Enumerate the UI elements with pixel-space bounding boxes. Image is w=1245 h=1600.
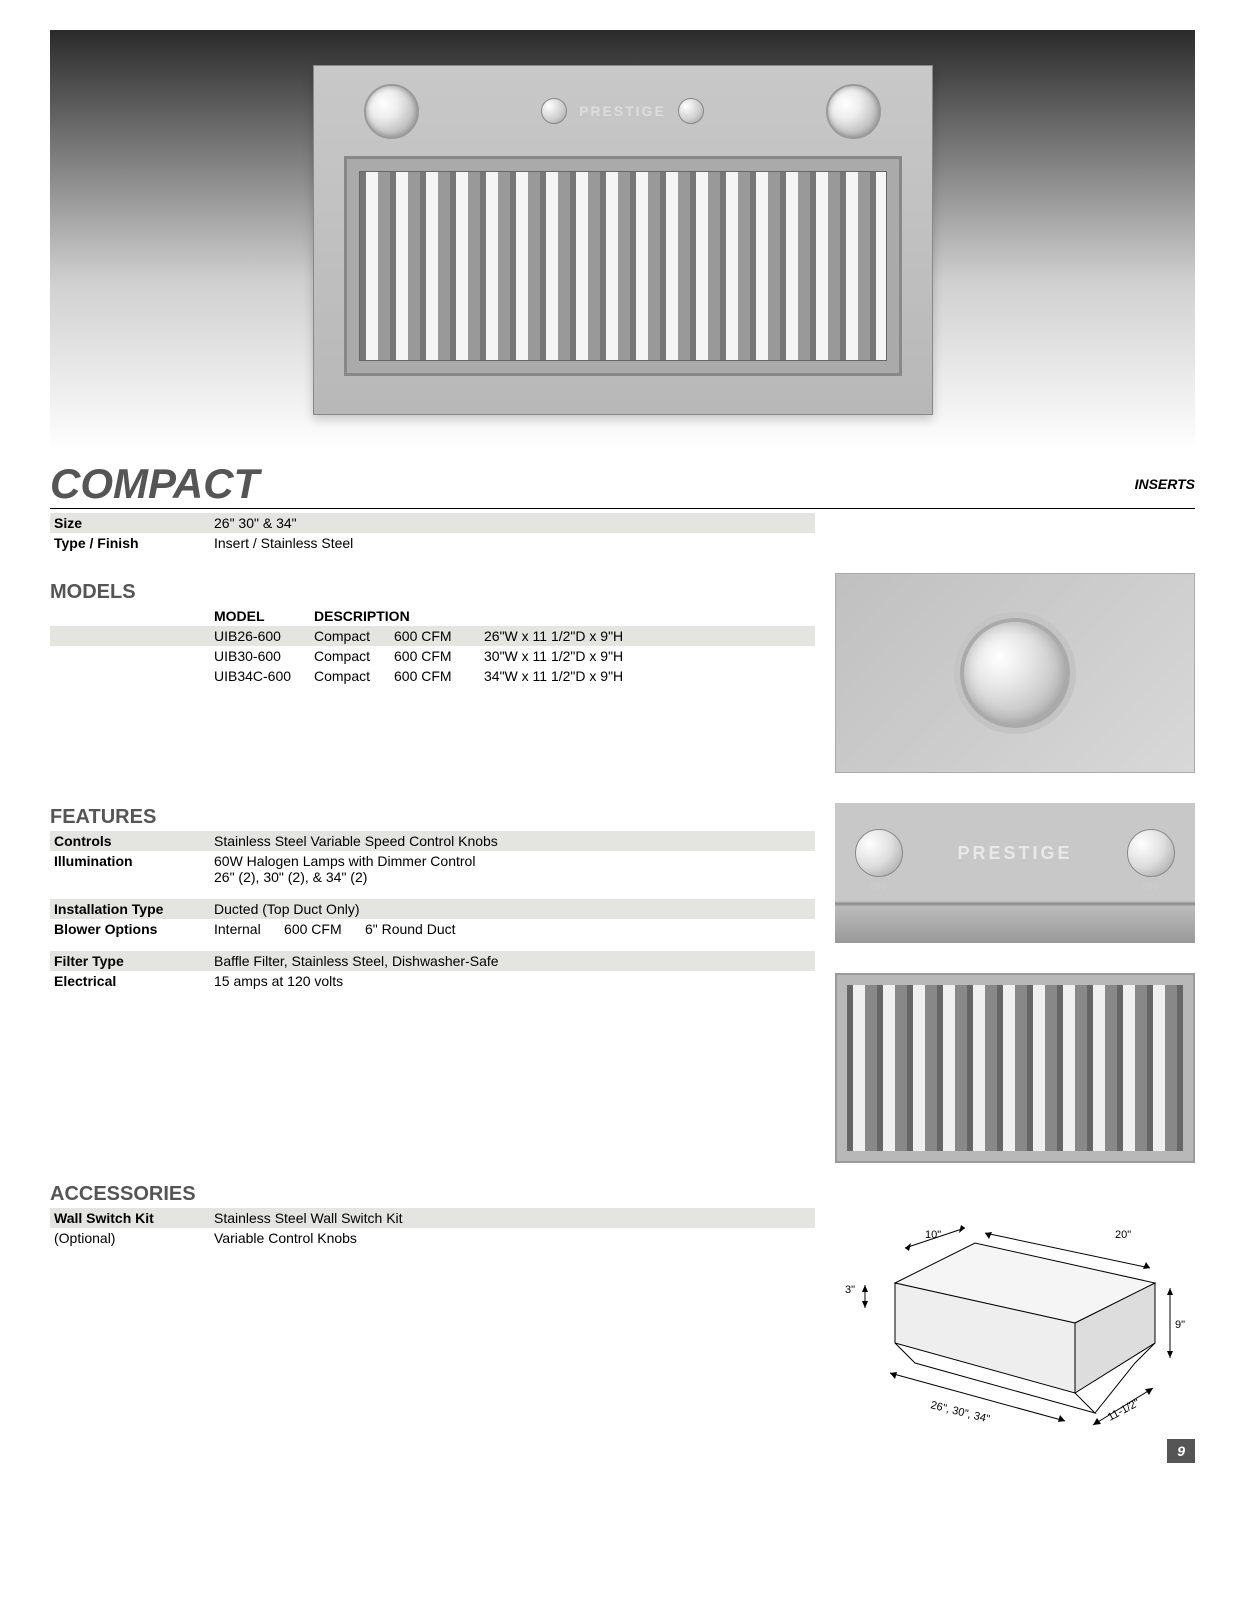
model-row: UIB26-600Compact600 CFM26"W x 11 1/2"D x… bbox=[50, 626, 815, 646]
lamp-icon bbox=[364, 84, 419, 139]
product-hero-image: PRESTIGE bbox=[313, 65, 933, 415]
knob-icon bbox=[541, 98, 567, 124]
feature-value: 60W Halogen Lamps with Dimmer Control26"… bbox=[214, 853, 811, 885]
features-heading: FEATURES bbox=[50, 806, 815, 829]
feature-row: Filter TypeBaffle Filter, Stainless Stee… bbox=[50, 951, 815, 971]
knob-icon bbox=[678, 98, 704, 124]
feature-value: Baffle Filter, Stainless Steel, Dishwash… bbox=[214, 953, 811, 969]
feature-row: Electrical15 amps at 120 volts bbox=[50, 971, 815, 991]
svg-text:9": 9" bbox=[1175, 1319, 1185, 1331]
feature-value: Ducted (Top Duct Only) bbox=[214, 901, 811, 917]
model-cfm: 600 CFM bbox=[394, 668, 484, 684]
page-number: 9 bbox=[1167, 1439, 1195, 1463]
finish-label: Type / Finish bbox=[54, 535, 214, 551]
feature-label: Illumination bbox=[54, 853, 214, 885]
model-dims: 26"W x 11 1/2"D x 9"H bbox=[484, 628, 811, 644]
acc-value-2: Variable Control Knobs bbox=[214, 1230, 811, 1246]
acc-optional: (Optional) bbox=[54, 1230, 214, 1246]
feature-label: Installation Type bbox=[54, 901, 214, 917]
svg-text:26", 30", 34": 26", 30", 34" bbox=[929, 1399, 991, 1425]
model-type: Compact bbox=[314, 668, 394, 684]
size-label: Size bbox=[54, 515, 214, 531]
knob-icon bbox=[855, 829, 903, 877]
category-label: INSERTS bbox=[1135, 476, 1195, 492]
model-dims: 34"W x 11 1/2"D x 9"H bbox=[484, 668, 811, 684]
knob-icon bbox=[1127, 829, 1175, 877]
svg-text:3": 3" bbox=[845, 1284, 855, 1296]
acc-value-1: Stainless Steel Wall Switch Kit bbox=[214, 1210, 811, 1226]
model-code: UIB26-600 bbox=[214, 628, 314, 644]
detail-image-controls: PRESTIGE bbox=[835, 803, 1195, 943]
col-model: MODEL bbox=[214, 608, 314, 624]
model-type: Compact bbox=[314, 648, 394, 664]
model-row: UIB30-600Compact600 CFM30"W x 11 1/2"D x… bbox=[50, 646, 815, 666]
brand-label: PRESTIGE bbox=[957, 843, 1072, 864]
svg-text:10": 10" bbox=[925, 1229, 941, 1241]
baffle-filter-illustration bbox=[359, 171, 887, 361]
feature-value: Stainless Steel Variable Speed Control K… bbox=[214, 833, 811, 849]
model-cfm: 600 CFM bbox=[394, 628, 484, 644]
feature-row: Illumination60W Halogen Lamps with Dimme… bbox=[50, 851, 815, 887]
lamp-icon bbox=[826, 84, 881, 139]
svg-text:20": 20" bbox=[1115, 1229, 1131, 1241]
dimension-diagram: 10" 20" 3" 9" bbox=[835, 1193, 1195, 1453]
feature-label: Controls bbox=[54, 833, 214, 849]
model-row: UIB34C-600Compact600 CFM34"W x 11 1/2"D … bbox=[50, 666, 815, 686]
model-code: UIB30-600 bbox=[214, 648, 314, 664]
feature-label: Electrical bbox=[54, 973, 214, 989]
hero-backdrop: PRESTIGE bbox=[50, 30, 1195, 450]
detail-image-lamp bbox=[835, 573, 1195, 773]
feature-value: 15 amps at 120 volts bbox=[214, 973, 811, 989]
lamp-icon bbox=[960, 618, 1070, 728]
models-heading: MODELS bbox=[50, 581, 815, 604]
accessories-heading: ACCESSORIES bbox=[50, 1183, 815, 1206]
brand-label: PRESTIGE bbox=[579, 103, 666, 119]
feature-row: ControlsStainless Steel Variable Speed C… bbox=[50, 831, 815, 851]
feature-row: Blower OptionsInternal 600 CFM 6" Round … bbox=[50, 919, 815, 939]
svg-text:11-1/2": 11-1/2" bbox=[1106, 1397, 1142, 1424]
col-desc: DESCRIPTION bbox=[314, 608, 811, 624]
finish-value: Insert / Stainless Steel bbox=[214, 535, 811, 551]
feature-label: Filter Type bbox=[54, 953, 214, 969]
model-cfm: 600 CFM bbox=[394, 648, 484, 664]
page-title: COMPACT bbox=[50, 460, 279, 508]
feature-label: Blower Options bbox=[54, 921, 214, 937]
model-type: Compact bbox=[314, 628, 394, 644]
detail-image-baffle bbox=[835, 973, 1195, 1163]
acc-label: Wall Switch Kit bbox=[54, 1210, 214, 1226]
size-value: 26" 30" & 34" bbox=[214, 515, 811, 531]
model-code: UIB34C-600 bbox=[214, 668, 314, 684]
feature-value: Internal 600 CFM 6" Round Duct bbox=[214, 921, 811, 937]
model-dims: 30"W x 11 1/2"D x 9"H bbox=[484, 648, 811, 664]
feature-row: Installation TypeDucted (Top Duct Only) bbox=[50, 899, 815, 919]
